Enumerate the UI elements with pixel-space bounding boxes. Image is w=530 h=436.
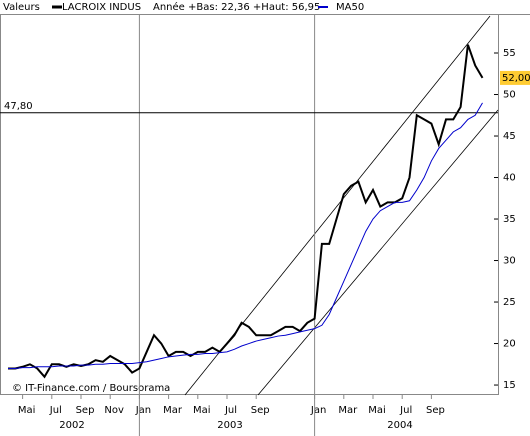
x-tick-label: Jul <box>224 405 237 416</box>
series-line <box>8 102 483 369</box>
y-tick-label: 25 <box>503 297 516 308</box>
x-tick-label: Sep <box>76 405 95 416</box>
x-tick-label: Jul <box>399 405 412 416</box>
x-tick-label: Sep <box>426 405 445 416</box>
y-tick-label: 40 <box>503 173 516 184</box>
x-tick-label: Jan <box>310 405 326 416</box>
y-tick-label: 20 <box>503 339 516 350</box>
last-price-box <box>500 70 530 85</box>
y-tick-label: 15 <box>503 380 516 391</box>
y-tick-label: 50 <box>503 90 516 101</box>
y-tick-label: 30 <box>503 256 516 267</box>
x-tick-label: Mar <box>338 405 358 416</box>
legend-label: MA50 <box>336 2 364 13</box>
year-label: 2002 <box>59 420 84 431</box>
y-tick-label: 35 <box>503 214 516 225</box>
x-tick-label: Mar <box>163 405 183 416</box>
y-tick-label: 55 <box>503 48 516 59</box>
x-tick-label: Nov <box>104 405 124 416</box>
reference-label: 47,80 <box>4 101 33 112</box>
legend-label: LACROIX INDUS <box>62 2 141 13</box>
year-label: 2004 <box>387 420 412 431</box>
x-tick-label: Mai <box>368 405 386 416</box>
x-tick-label: Mai <box>193 405 211 416</box>
credit: © IT-Finance.com / Boursorama <box>12 383 170 394</box>
header: Valeurs <box>3 2 40 13</box>
x-tick-label: Mai <box>18 405 36 416</box>
last-price-label: 52,00 <box>502 73 530 84</box>
y-tick-label: 45 <box>503 131 516 142</box>
x-tick-label: Jul <box>49 405 62 416</box>
channel-lower <box>257 109 499 396</box>
year-label: 2003 <box>217 420 242 431</box>
x-tick-label: Sep <box>251 405 270 416</box>
series-line <box>8 44 484 379</box>
x-tick-label: Jan <box>135 405 151 416</box>
subtitle: Année +Bas: 22,36 +Haut: 56,95 <box>153 1 320 13</box>
